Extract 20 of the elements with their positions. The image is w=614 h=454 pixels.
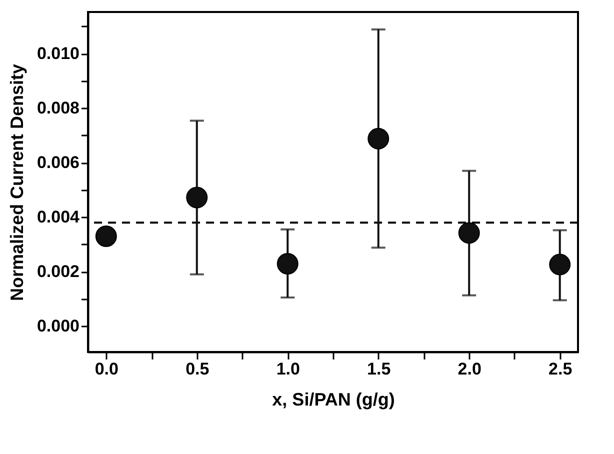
y-axis-title: Normalized Current Density [6,64,27,302]
point [549,254,571,276]
x-tick-label: 1.5 [367,360,391,378]
point [276,253,298,274]
point [458,222,480,244]
x-tick-label: 1.0 [276,360,300,378]
y-tick-label: 0.008 [36,98,80,118]
point [186,186,208,208]
x-axis-title: x, Si/PAN (g/g) [272,390,395,410]
y-tick-label: 0.004 [36,208,80,227]
y-tick-label: 0.006 [36,153,80,172]
x-tick-label: 2.0 [458,360,482,378]
y-tick-label: 0.002 [36,262,80,282]
point [368,128,390,150]
y-tick-label: 0.000 [36,316,80,336]
y-tick-label: 0.010 [36,44,80,64]
x-tick-label: 0.5 [186,360,210,378]
x-tick-label: 0.0 [94,360,118,378]
point [95,225,117,247]
x-tick-label: 2.5 [548,360,572,378]
